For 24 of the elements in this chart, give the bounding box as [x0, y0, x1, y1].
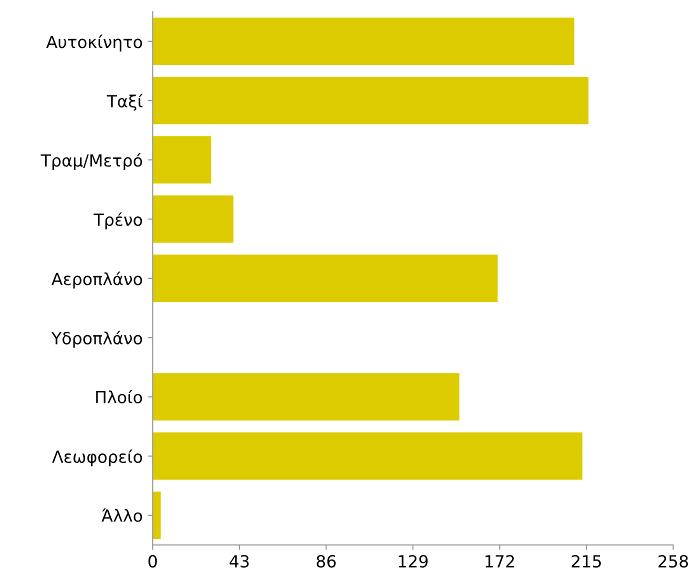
bar	[152, 492, 161, 540]
y-tick-label: Πλοίο	[96, 390, 142, 404]
y-tick-label: Αυτοκίνητο	[46, 34, 142, 52]
bar	[152, 195, 234, 243]
y-tick-label: Τρένο	[94, 212, 142, 230]
bar	[152, 432, 582, 480]
bar	[152, 254, 498, 302]
x-tick-label: 215	[572, 554, 601, 568]
y-tick-label: Ταξί	[106, 94, 143, 111]
x-tick-label: 172	[486, 554, 514, 568]
x-tick-label: 129	[398, 554, 428, 568]
bar	[152, 373, 460, 421]
y-tick-label: Άλλο	[102, 508, 142, 522]
bar	[152, 18, 574, 66]
x-tick-label: 0	[148, 554, 157, 568]
x-tick-label: 43	[230, 554, 249, 568]
y-tick-label: Υδροπλάνο	[51, 330, 142, 348]
y-tick-label: Λεωφορείο	[52, 449, 142, 466]
y-tick-label: Τραμ/Μετρό	[40, 153, 142, 170]
x-tick-label: 258	[658, 554, 688, 568]
y-tick-label: Αεροπλάνο	[52, 272, 142, 288]
bar	[152, 136, 212, 184]
bar	[152, 76, 588, 124]
x-tick-label: 86	[316, 554, 336, 568]
